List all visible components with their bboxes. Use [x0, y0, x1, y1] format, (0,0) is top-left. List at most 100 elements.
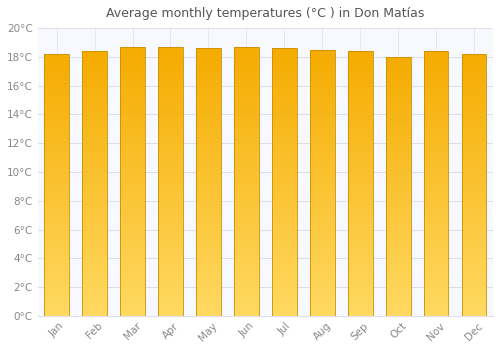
Bar	[158, 184, 183, 187]
Bar	[120, 92, 145, 95]
Bar	[348, 176, 372, 178]
Bar	[120, 95, 145, 98]
Bar	[272, 305, 296, 308]
Bar	[120, 60, 145, 63]
Bar	[44, 203, 69, 206]
Bar	[82, 220, 107, 223]
Bar	[424, 75, 448, 78]
Bar	[462, 293, 486, 295]
Bar	[82, 191, 107, 194]
Bar	[44, 156, 69, 159]
Bar	[310, 154, 334, 156]
Bar	[386, 83, 410, 85]
Bar	[310, 273, 334, 276]
Bar	[424, 122, 448, 125]
Bar	[82, 96, 107, 99]
Bar	[424, 64, 448, 67]
Bar	[196, 308, 221, 311]
Bar	[462, 258, 486, 261]
Bar	[44, 112, 69, 114]
Bar	[348, 295, 372, 298]
Bar	[82, 72, 107, 75]
Bar	[272, 150, 296, 153]
Bar	[386, 298, 410, 300]
Bar	[196, 136, 221, 139]
Bar	[348, 168, 372, 170]
Bar	[82, 170, 107, 173]
Bar	[196, 120, 221, 123]
Bar	[82, 80, 107, 83]
Bar	[386, 142, 410, 145]
Bar	[120, 259, 145, 262]
Bar	[272, 238, 296, 241]
Bar	[348, 51, 372, 54]
Bar	[44, 251, 69, 253]
Bar	[386, 251, 410, 254]
Bar	[44, 272, 69, 274]
Bar	[44, 230, 69, 232]
Bar	[424, 67, 448, 70]
Bar	[158, 289, 183, 292]
Bar	[234, 98, 258, 100]
Bar	[424, 78, 448, 80]
Bar	[196, 91, 221, 94]
Bar	[348, 80, 372, 83]
Bar	[348, 85, 372, 88]
Bar	[82, 178, 107, 181]
Bar	[272, 295, 296, 297]
Bar	[82, 165, 107, 168]
Bar	[386, 72, 410, 75]
Bar	[310, 151, 334, 154]
Bar	[386, 93, 410, 96]
Bar	[44, 287, 69, 290]
Bar	[386, 191, 410, 194]
Bar	[386, 176, 410, 178]
Bar	[386, 96, 410, 98]
Bar	[158, 152, 183, 154]
Bar	[348, 266, 372, 268]
Bar	[158, 49, 183, 52]
Bar	[196, 131, 221, 134]
Bar	[82, 162, 107, 165]
Bar	[120, 103, 145, 106]
Bar	[424, 234, 448, 237]
Bar	[82, 260, 107, 263]
Bar	[348, 250, 372, 252]
Bar	[310, 68, 334, 71]
Bar	[234, 249, 258, 251]
Bar	[272, 190, 296, 193]
Bar	[234, 297, 258, 300]
Bar	[386, 150, 410, 153]
Bar	[234, 87, 258, 90]
Bar	[120, 98, 145, 100]
Bar	[120, 270, 145, 273]
Bar	[120, 216, 145, 219]
Bar	[158, 133, 183, 135]
Bar	[310, 90, 334, 92]
Bar	[44, 75, 69, 78]
Bar	[348, 181, 372, 183]
Bar	[196, 155, 221, 158]
Bar	[120, 310, 145, 313]
Bar	[386, 67, 410, 70]
Bar	[44, 182, 69, 185]
Bar	[272, 308, 296, 311]
Bar	[82, 247, 107, 250]
Bar	[386, 189, 410, 191]
Bar	[272, 265, 296, 268]
Bar	[424, 62, 448, 64]
Bar	[348, 191, 372, 194]
Bar	[234, 254, 258, 257]
Bar	[196, 174, 221, 177]
Bar	[424, 226, 448, 229]
Bar	[386, 78, 410, 80]
Bar	[348, 173, 372, 176]
Bar	[82, 271, 107, 274]
Bar	[158, 55, 183, 57]
Bar	[234, 292, 258, 294]
Bar	[158, 232, 183, 235]
Bar	[196, 219, 221, 222]
Bar	[348, 170, 372, 173]
Bar	[462, 169, 486, 172]
Bar	[310, 305, 334, 308]
